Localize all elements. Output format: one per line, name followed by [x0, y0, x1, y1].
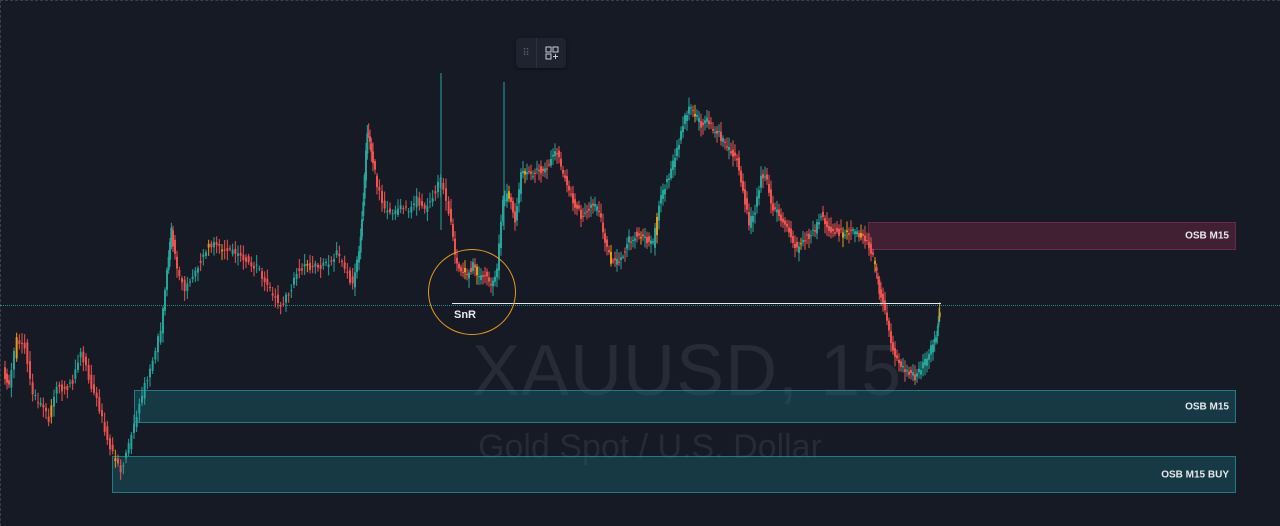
- demand-zone-osb-m15[interactable]: OSB M15: [134, 390, 1236, 423]
- floating-toolbar: ⠿: [516, 38, 566, 68]
- current-price-line: [0, 305, 1280, 306]
- snr-label: SnR: [454, 309, 476, 321]
- symbol-watermark: XAUUSD, 15: [472, 331, 903, 411]
- toolbar-divider: [536, 38, 537, 68]
- demand-zone-osb-m15-buy[interactable]: OSB M15 BUY: [112, 456, 1236, 493]
- zone-label: OSB M15 BUY: [1161, 469, 1229, 480]
- snr-circle-annotation[interactable]: [428, 249, 516, 335]
- symbol-description-watermark: Gold Spot / U.S. Dollar: [478, 428, 822, 466]
- add-widget-icon[interactable]: [537, 38, 566, 68]
- zone-label: OSB M15: [1185, 230, 1229, 242]
- snr-horizontal-line[interactable]: [452, 303, 941, 304]
- drag-handle-icon[interactable]: ⠿: [522, 47, 530, 59]
- chart-left-border: [0, 0, 1, 526]
- supply-zone-osb-m15[interactable]: OSB M15: [868, 222, 1236, 250]
- chart-top-border: [0, 0, 1280, 1]
- zone-label: OSB M15: [1185, 401, 1229, 412]
